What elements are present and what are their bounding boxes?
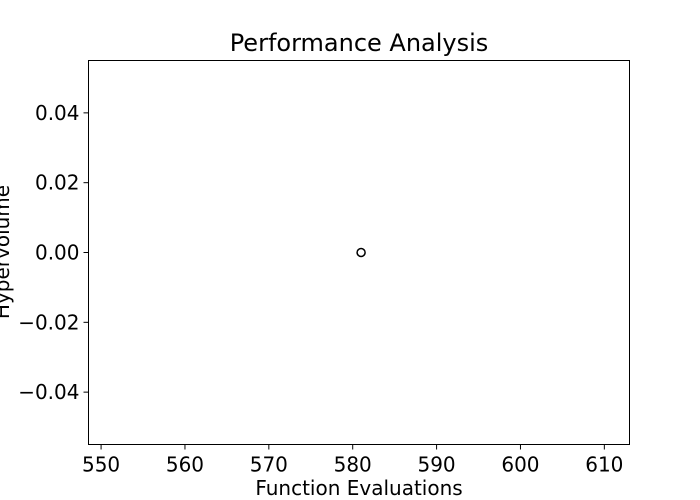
- x-tick-label: 550: [82, 453, 120, 477]
- y-tick-label: 0.04: [35, 101, 80, 125]
- x-tick-label: 590: [417, 453, 455, 477]
- x-tick-label: 610: [585, 453, 623, 477]
- data-points: [356, 247, 366, 258]
- chart-title: Performance Analysis: [230, 29, 489, 57]
- x-axis-ticks: 550 560 570 580 590 600 610: [82, 444, 623, 477]
- y-tick-label: 0.02: [35, 171, 80, 195]
- y-axis-label: Hypervolume: [0, 185, 14, 319]
- x-tick-label: 570: [250, 453, 288, 477]
- data-point: [356, 247, 366, 258]
- y-tick-label: 0.00: [35, 241, 80, 265]
- x-tick-label: 580: [334, 453, 372, 477]
- x-tick-label: 600: [501, 453, 539, 477]
- x-tick-label: 560: [166, 453, 204, 477]
- y-tick-label: −0.04: [18, 380, 79, 404]
- y-axis-ticks: 0.04 0.02 0.00 −0.02 −0.04: [18, 101, 89, 404]
- y-tick-label: −0.02: [18, 310, 79, 334]
- x-axis-label: Function Evaluations: [255, 476, 462, 500]
